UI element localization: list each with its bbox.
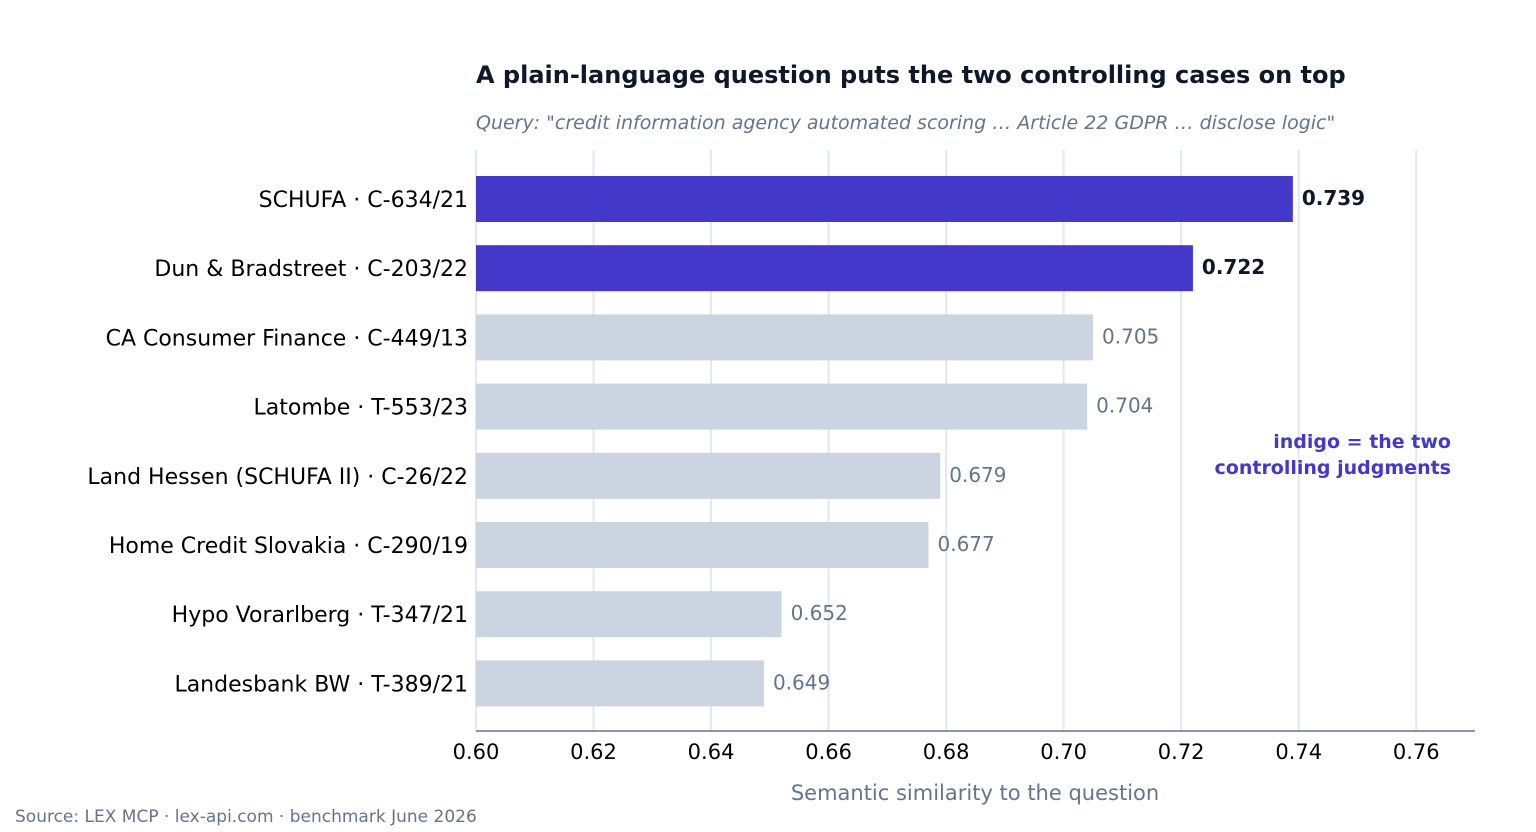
bar	[476, 591, 782, 638]
annotation: indigo = the two controlling judgments	[1215, 431, 1451, 479]
bars	[476, 176, 1293, 707]
bar	[476, 452, 941, 499]
source-note: Source: LEX MCP · lex-api.com · benchmar…	[15, 807, 477, 827]
x-tick-label: 0.66	[805, 740, 852, 764]
bar	[476, 660, 764, 707]
x-axis: 0.60 0.62 0.64 0.66 0.68 0.70 0.72 0.74 0.76	[453, 730, 1475, 764]
y-category-label: CA Consumer Finance · C-449/13	[106, 326, 468, 351]
y-axis-labels: SCHUFA · C-634/21 Dun & Bradstreet · C-20…	[87, 188, 468, 697]
bar	[476, 245, 1193, 292]
bar	[476, 314, 1094, 361]
x-tick-label: 0.68	[923, 740, 970, 764]
chart-title: A plain-language question puts the two c…	[476, 61, 1346, 89]
annotation-line: indigo = the two	[1273, 431, 1451, 453]
bar	[476, 176, 1293, 222]
data-label: 0.679	[949, 463, 1006, 487]
data-label: 0.705	[1102, 324, 1159, 348]
bar	[476, 383, 1088, 430]
data-label: 0.704	[1096, 394, 1153, 418]
annotation-line: controlling judgments	[1215, 457, 1451, 479]
y-category-label: SCHUFA · C-634/21	[259, 188, 468, 213]
x-tick-label: 0.76	[1393, 740, 1440, 764]
x-tick-label: 0.72	[1158, 740, 1205, 764]
x-tick-label: 0.62	[570, 740, 617, 764]
data-label: 0.649	[773, 670, 830, 694]
y-category-label: Dun & Bradstreet · C-203/22	[154, 257, 468, 282]
y-category-label: Landesbank BW · T-389/21	[174, 672, 468, 697]
bar	[476, 522, 929, 568]
y-category-label: Home Credit Slovakia · C-290/19	[109, 534, 468, 559]
x-tick-label: 0.60	[453, 740, 500, 764]
data-label: 0.652	[791, 601, 848, 625]
y-category-label: Latombe · T-553/23	[254, 396, 469, 421]
chart-subtitle: Query: "credit information agency automa…	[476, 112, 1335, 134]
x-axis-title: Semantic similarity to the question	[791, 781, 1159, 805]
value-labels: 0.739 0.722 0.705 0.704 0.679 0.677 0.652 0.649	[773, 186, 1365, 694]
x-tick-label: 0.64	[688, 740, 735, 764]
data-label: 0.722	[1202, 255, 1265, 279]
y-category-label: Land Hessen (SCHUFA II) · C-26/22	[87, 465, 468, 490]
x-tick-label: 0.70	[1040, 740, 1087, 764]
y-category-label: Hypo Vorarlberg · T-347/21	[172, 603, 468, 628]
x-tick-label: 0.74	[1275, 740, 1322, 764]
data-label: 0.739	[1302, 186, 1365, 210]
data-label: 0.677	[937, 532, 994, 556]
